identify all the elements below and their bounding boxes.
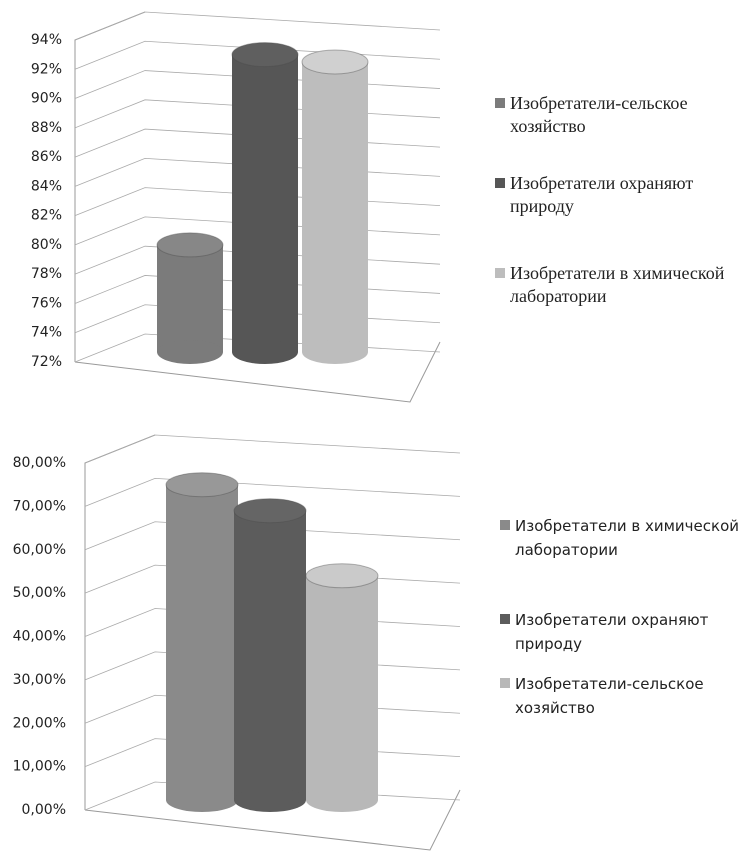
y-tick-label: 80% <box>31 237 62 253</box>
cylinder-top <box>231 42 299 68</box>
cylinder-base <box>306 788 378 812</box>
grid-line <box>84 521 461 551</box>
grid-line <box>74 11 441 41</box>
legend-swatch <box>495 98 505 108</box>
y-tick-label: 72% <box>31 354 62 370</box>
cylinder-base <box>166 788 238 812</box>
legend-swatch <box>500 520 510 530</box>
cylinder-base <box>157 340 223 364</box>
legend-swatch <box>495 268 505 278</box>
legend-swatch <box>495 178 505 188</box>
cylinder-body <box>302 61 368 353</box>
y-tick-label: 70,00% <box>13 498 66 514</box>
y-tick-label: 74% <box>31 325 62 341</box>
cylinder-top <box>301 49 369 75</box>
legend-swatch <box>500 614 510 624</box>
legend-label: Изобретатели-сельское хозяйство <box>510 93 688 136</box>
cylinder-body <box>157 244 223 352</box>
legend-item: Изобретатели в химической лаборатории <box>495 262 725 308</box>
cylinder-base <box>234 788 306 812</box>
floor <box>84 789 461 851</box>
cylinder-top <box>233 498 307 524</box>
y-tick-label: 94% <box>31 32 62 48</box>
y-tick-label: 40,00% <box>13 629 66 645</box>
floor <box>74 341 441 403</box>
y-tick-label: 84% <box>31 178 62 194</box>
y-tick-label: 80,00% <box>13 455 66 471</box>
legend-item: Изобретатели-сельское хозяйство <box>495 92 725 138</box>
y-tick-label: 50,00% <box>13 585 66 601</box>
cylinder-top <box>165 472 239 498</box>
y-tick-label: 0,00% <box>22 802 66 818</box>
legend-item: Изобретатели охраняют природу <box>500 608 745 656</box>
y-tick-label: 88% <box>31 120 62 136</box>
back-wall <box>74 11 146 362</box>
y-tick-label: 82% <box>31 208 62 224</box>
legend-item: Изобретатели в химической лаборатории <box>500 514 745 562</box>
y-tick-label: 10,00% <box>13 759 66 775</box>
legend-item: Изобретатели охраняют природу <box>495 172 725 218</box>
y-tick-label: 86% <box>31 149 62 165</box>
legend-label: Изобретатели в химической лаборатории <box>515 517 739 559</box>
cylinder-base <box>302 340 368 364</box>
legend-label: Изобретатели-сельское хозяйство <box>515 675 704 717</box>
legend-item: Изобретатели-сельское хозяйство <box>500 672 745 720</box>
cylinder-body <box>306 575 378 800</box>
y-tick-label: 92% <box>31 61 62 77</box>
cylinder-body <box>232 54 298 353</box>
y-tick-label: 60,00% <box>13 542 66 558</box>
legend-label: Изобретатели охраняют природу <box>510 173 694 216</box>
y-tick-label: 20,00% <box>13 715 66 731</box>
legend-swatch <box>500 678 510 688</box>
legend-label: Изобретатели охраняют природу <box>515 611 709 653</box>
legend-label: Изобретатели в химической лаборатории <box>510 263 725 306</box>
y-tick-label: 78% <box>31 266 62 282</box>
y-tick-label: 30,00% <box>13 672 66 688</box>
grid-line <box>84 477 461 507</box>
cylinder-body <box>166 484 238 800</box>
cylinder-top <box>156 232 224 258</box>
cylinder-body <box>234 510 306 800</box>
grid-line <box>84 434 461 464</box>
cylinder-base <box>232 340 298 364</box>
y-tick-label: 76% <box>31 295 62 311</box>
cylinder-top <box>305 563 379 589</box>
y-tick-label: 90% <box>31 91 62 107</box>
